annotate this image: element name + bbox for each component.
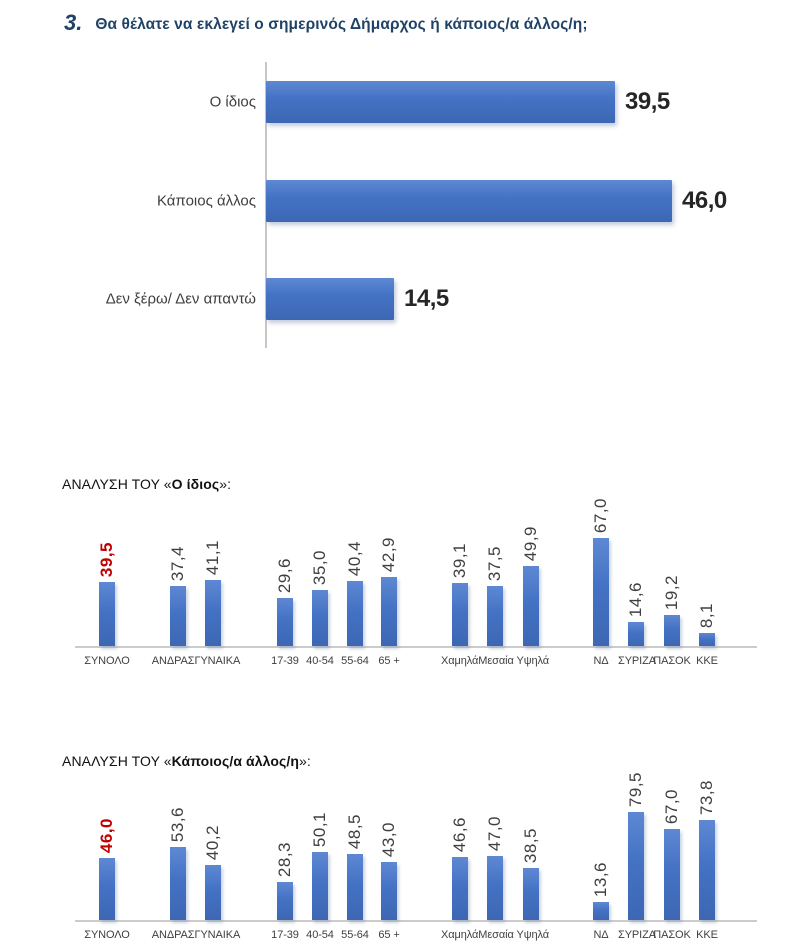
bar-Μεσαία — [487, 586, 503, 646]
value-label: 79,5 — [626, 771, 645, 807]
analysis-title-prefix: ΑΝΑΛΥΣΗ ΤΟΥ « — [62, 476, 172, 492]
x-axis-line — [75, 920, 757, 922]
value-label: 46,6 — [450, 816, 469, 852]
value-label: 53,6 — [168, 806, 187, 842]
value-label: 47,0 — [485, 815, 504, 851]
axis-category-label: ΠΑΣΟΚ — [653, 655, 691, 667]
axis-category-label: 17-39 — [271, 655, 299, 667]
analysis-title-prefix: ΑΝΑΛΥΣΗ ΤΟΥ « — [62, 753, 172, 769]
bar-ΝΔ — [593, 538, 609, 646]
bar-Υψηλά — [523, 868, 539, 920]
value-label: 38,5 — [521, 827, 540, 863]
axis-category-label: 55-64 — [341, 929, 369, 941]
axis-category-label: ΧαμηλάΜεσαία Υψηλά — [441, 929, 549, 941]
bar-ΓΥΝΑΙΚΑ — [205, 580, 221, 646]
bar-ΣΥΡΙΖΑ — [628, 622, 644, 646]
axis-category-label: 17-39 — [271, 929, 299, 941]
analysis-title-other: ΑΝΑΛΥΣΗ ΤΟΥ «Κάποιος/α άλλος/η»: — [62, 753, 311, 769]
bar-65 + — [381, 862, 397, 920]
bar-3 — [266, 278, 394, 320]
question-title: 3. Θα θέλατε να εκλεγεί ο σημερινός Δήμα… — [64, 12, 588, 34]
axis-category-label: 55-64 — [341, 655, 369, 667]
analysis-title-suffix: »: — [219, 476, 232, 492]
axis-category-label: ΠΑΣΟΚ — [653, 929, 691, 941]
bar-ΚΚΕ — [699, 820, 715, 920]
axis-category-label: ΧαμηλάΜεσαία Υψηλά — [441, 655, 549, 667]
axis-category-label: ΝΔ — [593, 655, 609, 667]
category-label: Δεν ξέρω/ Δεν απαντώ — [105, 290, 256, 308]
question-text: Θα θέλατε να εκλεγεί ο σημερινός Δήμαρχο… — [95, 16, 588, 33]
axis-category-label: 65 + — [378, 655, 400, 667]
axis-category-label: ΣΥΝΟΛΟ — [84, 655, 130, 667]
bar-17-39 — [277, 882, 293, 920]
value-label: 46,0 — [682, 187, 727, 214]
bar-Υψηλά — [523, 566, 539, 646]
analysis-title-emphasis: Κάποιος/α άλλος/η — [171, 753, 300, 769]
bar-40-54 — [312, 852, 328, 920]
axis-category-label: ΝΔ — [593, 929, 609, 941]
bar-ΚΚΕ — [699, 633, 715, 646]
value-label: 46,0 — [97, 817, 116, 853]
y-axis-line — [265, 62, 267, 348]
value-label: 48,5 — [345, 813, 364, 849]
value-label: 67,0 — [662, 788, 681, 824]
bar-1 — [266, 81, 615, 123]
category-label: Κάποιος άλλος — [156, 192, 256, 210]
analysis-title-own: ΑΝΑΛΥΣΗ ΤΟΥ «Ο ίδιος»: — [62, 476, 231, 492]
value-label: 43,0 — [379, 821, 398, 857]
bar-ΣΥΝΟΛΟ — [99, 858, 115, 920]
bar-ΑΝΔΡΑΣ — [170, 586, 186, 646]
value-label: 39,5 — [625, 88, 670, 115]
bar-65 + — [381, 577, 397, 646]
value-label: 50,1 — [310, 811, 329, 847]
bar-Χαμηλά — [452, 857, 468, 920]
axis-category-label: ΣΥΡΙΖΑ — [618, 929, 656, 941]
bar-ΣΥΝΟΛΟ — [99, 582, 115, 646]
axis-category-label: ΣΥΡΙΖΑ — [618, 655, 656, 667]
bar-Χαμηλά — [452, 583, 468, 646]
bar-ΠΑΣΟΚ — [664, 829, 680, 920]
axis-category-label: ΑΝΔΡΑΣΓΥΝΑΙΚΑ — [151, 655, 241, 667]
axis-category-label: ΑΝΔΡΑΣΓΥΝΑΙΚΑ — [151, 929, 241, 941]
bar-17-39 — [277, 598, 293, 646]
bar-40-54 — [312, 590, 328, 646]
value-label: 14,5 — [404, 285, 449, 312]
bar-ΝΔ — [593, 902, 609, 920]
value-label: 13,6 — [591, 861, 610, 897]
analysis-title-emphasis: Ο ίδιος — [171, 476, 220, 492]
axis-category-label: 40-54 — [306, 929, 334, 941]
bar-ΓΥΝΑΙΚΑ — [205, 865, 221, 920]
x-axis-line — [75, 646, 757, 648]
value-label: 40,2 — [203, 824, 222, 860]
value-label: 28,3 — [275, 841, 294, 877]
bar-55-64 — [347, 854, 363, 920]
axis-category-label: 40-54 — [306, 655, 334, 667]
bar-55-64 — [347, 581, 363, 646]
value-label: 73,8 — [697, 779, 716, 815]
axis-category-label: 65 + — [378, 929, 400, 941]
bar-Μεσαία — [487, 856, 503, 920]
question-number: 3. — [64, 10, 83, 35]
bar-2 — [266, 180, 672, 222]
category-label: Ο ίδιος — [209, 93, 256, 111]
axis-category-label: ΚΚΕ — [696, 655, 718, 667]
bar-ΠΑΣΟΚ — [664, 615, 680, 646]
bar-ΑΝΔΡΑΣ — [170, 847, 186, 920]
bar-ΣΥΡΙΖΑ — [628, 812, 644, 920]
analysis-title-suffix: »: — [299, 753, 311, 769]
axis-category-label: ΚΚΕ — [696, 929, 718, 941]
axis-category-label: ΣΥΝΟΛΟ — [84, 929, 130, 941]
